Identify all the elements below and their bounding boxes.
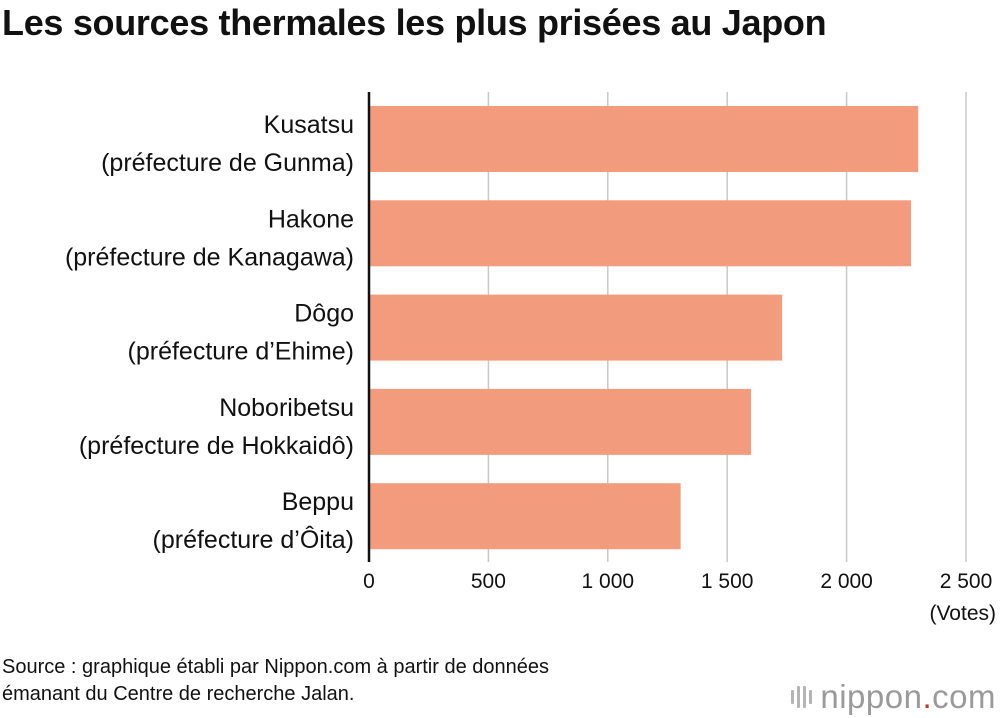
bar [369,294,783,361]
category-label: (préfecture d’Ôita) [153,525,354,554]
bars [369,106,919,550]
category-label: (préfecture de Hokkaidô) [79,432,354,460]
x-tick-label: 500 [471,570,506,593]
nippon-logo-bars-icon [791,686,813,708]
category-label: Beppu [282,488,354,516]
brand-tld: com [932,678,996,715]
category-label: (préfecture de Gunma) [101,149,354,177]
category-labels: Kusatsu (préfecture de Gunma) Hakone (préfe… [65,111,354,554]
brand-name: nippon [820,678,923,715]
x-tick-label: 1 500 [701,570,754,593]
x-tick-label: 0 [363,570,375,593]
category-label: Kusatsu [264,111,354,139]
bar [369,106,919,172]
source-line-2: émanant du Centre de recherche Jalan. [2,683,355,705]
x-tick-label: 2 000 [820,570,873,593]
x-tick-label: 2 500 [940,570,993,593]
x-axis-unit-label: (Votes) [929,602,996,625]
source-note: Source : graphique établi par Nippon.com… [2,654,549,708]
bar [369,388,752,455]
source-line-1: Source : graphique établi par Nippon.com… [2,656,550,678]
category-label: Hakone [268,205,354,233]
bar [369,483,681,550]
brand-dot: . [922,678,933,715]
category-label: Dôgo [294,300,354,328]
x-tick-label: 1 000 [582,570,635,593]
bar [369,200,912,267]
category-label: Noboribetsu [219,394,354,422]
x-tick-labels: 0 500 1 000 1 500 2 000 2 500 [363,570,992,593]
bar-chart: Kusatsu (préfecture de Gunma) Hakone (préfe… [65,92,996,625]
chart-title: Les sources thermales les plus prisées a… [2,2,827,43]
category-label: (préfecture d’Ehime) [128,338,354,366]
nippon-logo: nippon. com [791,678,996,716]
category-label: (préfecture de Kanagawa) [65,243,354,271]
